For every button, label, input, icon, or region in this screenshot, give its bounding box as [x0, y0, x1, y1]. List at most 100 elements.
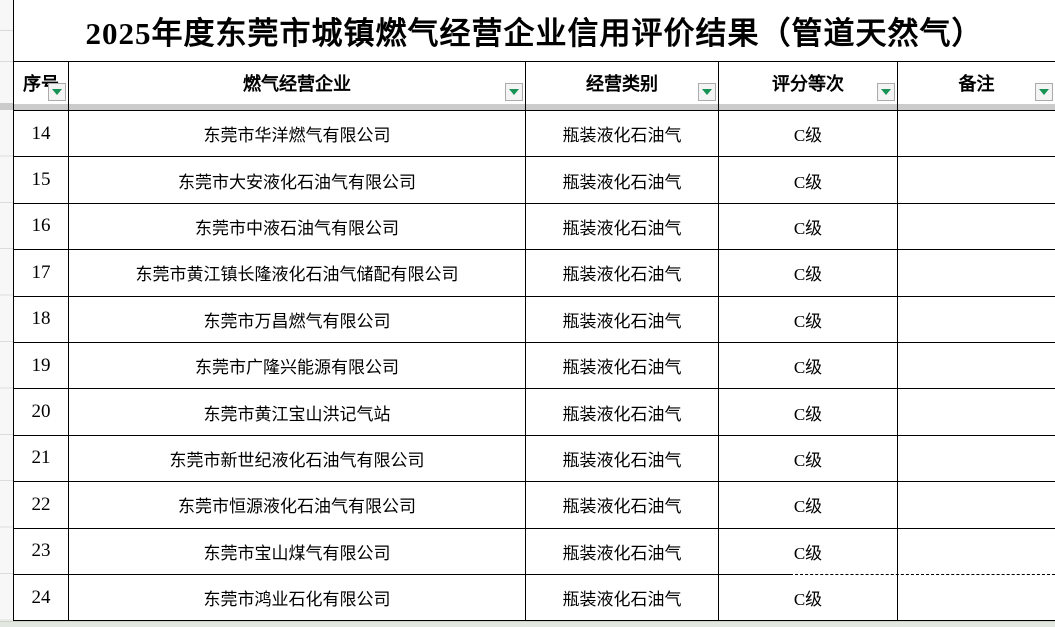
cell-company[interactable]: 东莞市大安液化石油气有限公司 — [68, 156, 526, 204]
column-border-segment — [897, 573, 898, 576]
table-row: 15 东莞市大安液化石油气有限公司 瓶装液化石油气 C级 — [13, 156, 1055, 204]
col-header-serial[interactable]: 序号 — [13, 61, 69, 104]
cell-grade[interactable]: C级 — [718, 573, 898, 622]
cell-category[interactable]: 瓶装液化石油气 — [525, 202, 719, 251]
cell-remark[interactable] — [897, 202, 1055, 251]
cell-serial[interactable]: 16 — [13, 202, 69, 251]
cell-serial[interactable]: 24 — [13, 573, 69, 622]
pane-divider-segment — [68, 103, 526, 111]
credit-rating-table: 序号 燃气经营企业 经营类别 评分等次 — [13, 61, 1055, 622]
cell-company[interactable]: 东莞市宝山煤气有限公司 — [68, 527, 526, 575]
table-title[interactable]: 2025年度东莞市城镇燃气经营企业信用评价结果（管道天然气） — [13, 0, 1055, 61]
cell-remark[interactable] — [897, 434, 1055, 483]
col-header-label: 燃气经营企业 — [243, 73, 351, 94]
gridline — [0, 30, 13, 31]
credit-rating-table-area: 2025年度东莞市城镇燃气经营企业信用评价结果（管道天然气） 序号 燃气经营企业 — [13, 0, 1055, 622]
cell-grade[interactable]: C级 — [718, 434, 898, 483]
cell-category[interactable]: 瓶装液化石油气 — [525, 527, 719, 575]
col-header-label: 评分等次 — [772, 73, 844, 94]
cell-remark[interactable] — [897, 527, 1055, 575]
filter-dropdown-icon[interactable] — [1035, 82, 1053, 101]
arrow-down-icon — [52, 88, 62, 95]
cell-company[interactable]: 东莞市黄江宝山洪记气站 — [68, 388, 526, 436]
bottom-edge-strip — [0, 621, 1055, 627]
gridline — [0, 61, 13, 62]
cell-serial[interactable]: 22 — [13, 481, 69, 529]
cell-remark[interactable] — [897, 388, 1055, 436]
cell-category[interactable]: 瓶装液化石油气 — [525, 156, 719, 204]
cell-category[interactable]: 瓶装液化石油气 — [525, 434, 719, 483]
arrow-down-icon — [509, 88, 519, 95]
cell-serial[interactable]: 20 — [13, 388, 69, 436]
cell-remark[interactable] — [897, 573, 1055, 622]
cell-serial[interactable]: 21 — [13, 434, 69, 483]
frozen-pane-divider-margin — [0, 103, 13, 110]
arrow-down-icon — [1039, 88, 1049, 95]
cell-grade[interactable]: C级 — [718, 249, 898, 297]
cell-serial[interactable]: 15 — [13, 156, 69, 204]
col-header-remark[interactable]: 备注 — [897, 61, 1055, 104]
cell-company[interactable]: 东莞市万昌燃气有限公司 — [68, 295, 526, 343]
cell-company[interactable]: 东莞市恒源液化石油气有限公司 — [68, 481, 526, 529]
cell-grade[interactable]: C级 — [718, 295, 898, 343]
filter-dropdown-icon[interactable] — [48, 82, 66, 101]
cell-category[interactable]: 瓶装液化石油气 — [525, 249, 719, 297]
cell-company[interactable]: 东莞市华洋燃气有限公司 — [68, 109, 526, 158]
cell-company[interactable]: 东莞市新世纪液化石油气有限公司 — [68, 434, 526, 483]
pane-divider-segment — [897, 103, 1055, 111]
cell-category[interactable]: 瓶装液化石油气 — [525, 573, 719, 622]
cell-category[interactable]: 瓶装液化石油气 — [525, 295, 719, 343]
cell-grade[interactable]: C级 — [718, 156, 898, 204]
cell-serial[interactable]: 14 — [13, 109, 69, 158]
col-header-company[interactable]: 燃气经营企业 — [68, 61, 526, 104]
cell-remark[interactable] — [897, 249, 1055, 297]
table-row: 23 东莞市宝山煤气有限公司 瓶装液化石油气 C级 — [13, 527, 1055, 575]
cell-grade[interactable]: C级 — [718, 109, 898, 158]
cell-grade[interactable]: C级 — [718, 341, 898, 390]
cell-serial[interactable]: 17 — [13, 249, 69, 297]
col-header-label: 备注 — [958, 73, 995, 94]
cell-company[interactable]: 东莞市鸿业石化有限公司 — [68, 573, 526, 622]
filter-dropdown-icon[interactable] — [698, 82, 716, 101]
table-row: 18 东莞市万昌燃气有限公司 瓶装液化石油气 C级 — [13, 295, 1055, 343]
table-row: 14 东莞市华洋燃气有限公司 瓶装液化石油气 C级 — [13, 109, 1055, 158]
table-row: 16 东莞市中液石油气有限公司 瓶装液化石油气 C级 — [13, 202, 1055, 251]
cell-remark[interactable] — [897, 341, 1055, 390]
cell-serial[interactable]: 18 — [13, 295, 69, 343]
table-body: 14 东莞市华洋燃气有限公司 瓶装液化石油气 C级 15 东莞市大安液化石油气有… — [13, 109, 1055, 622]
cell-remark[interactable] — [897, 295, 1055, 343]
pane-divider-segment — [525, 103, 719, 111]
cell-category[interactable]: 瓶装液化石油气 — [525, 341, 719, 390]
table-row: 17 东莞市黄江镇长隆液化石油气储配有限公司 瓶装液化石油气 C级 — [13, 249, 1055, 297]
cell-company[interactable]: 东莞市广隆兴能源有限公司 — [68, 341, 526, 390]
header-row: 序号 燃气经营企业 经营类别 评分等次 — [13, 61, 1055, 104]
arrow-down-icon — [702, 88, 712, 95]
page-break-dashed-line — [790, 573, 1055, 576]
cell-serial[interactable]: 19 — [13, 341, 69, 390]
frozen-pane-divider — [13, 103, 1055, 111]
table-row: 19 东莞市广隆兴能源有限公司 瓶装液化石油气 C级 — [13, 341, 1055, 390]
arrow-down-icon — [881, 88, 891, 95]
cell-company[interactable]: 东莞市中液石油气有限公司 — [68, 202, 526, 251]
filter-dropdown-icon[interactable] — [505, 82, 523, 101]
table-row: 24 东莞市鸿业石化有限公司 瓶装液化石油气 C级 — [13, 573, 1055, 622]
col-header-grade[interactable]: 评分等次 — [718, 61, 898, 104]
cell-grade[interactable]: C级 — [718, 481, 898, 529]
col-header-category[interactable]: 经营类别 — [525, 61, 719, 104]
cell-category[interactable]: 瓶装液化石油气 — [525, 388, 719, 436]
filter-dropdown-icon[interactable] — [877, 82, 895, 101]
cell-category[interactable]: 瓶装液化石油气 — [525, 481, 719, 529]
cell-category[interactable]: 瓶装液化石油气 — [525, 109, 719, 158]
cell-grade[interactable]: C级 — [718, 388, 898, 436]
cell-grade[interactable]: C级 — [718, 527, 898, 575]
dashed-line — [790, 574, 1055, 575]
cell-remark[interactable] — [897, 156, 1055, 204]
cell-grade[interactable]: C级 — [718, 202, 898, 251]
cell-serial[interactable]: 23 — [13, 527, 69, 575]
cell-company[interactable]: 东莞市黄江镇长隆液化石油气储配有限公司 — [68, 249, 526, 297]
pane-divider-segment — [13, 103, 69, 111]
gridlines — [0, 110, 13, 621]
cell-remark[interactable] — [897, 481, 1055, 529]
cell-remark[interactable] — [897, 109, 1055, 158]
